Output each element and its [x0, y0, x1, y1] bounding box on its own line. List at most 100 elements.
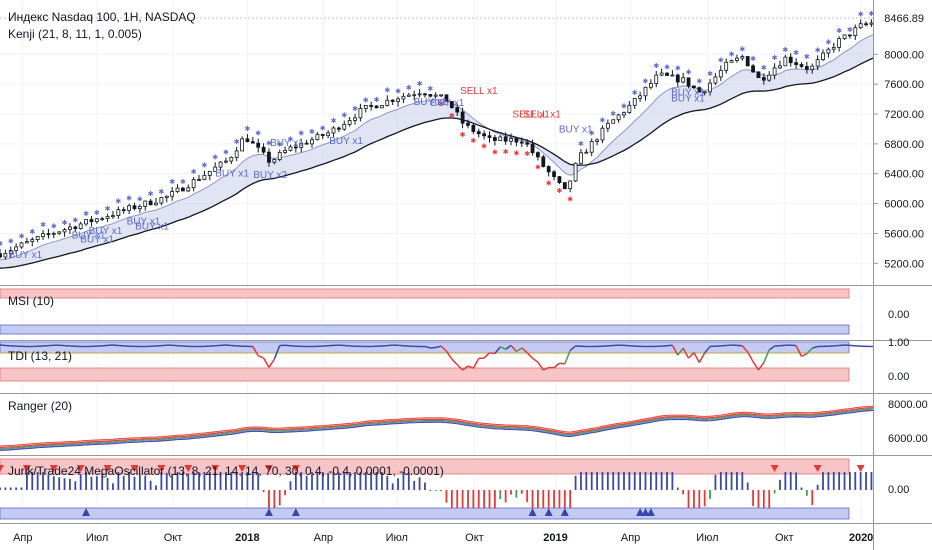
kenji-marker: ✱: [470, 137, 476, 145]
msi-pane[interactable]: [0, 288, 850, 335]
mega-bar: [418, 477, 421, 490]
mega-bar: [547, 490, 550, 508]
mega-bar: [20, 487, 23, 490]
kenji-marker: ✱: [589, 129, 595, 137]
mega-arrows: [0, 465, 865, 516]
kenji-marker: ✱: [126, 195, 132, 203]
time-tick: 2019: [543, 532, 567, 544]
kenji-marker: ✱: [696, 77, 702, 85]
mega-down-arrow: [0, 465, 4, 472]
mega-bar: [214, 472, 217, 490]
candle: [358, 103, 363, 122]
tdi-segment: [801, 352, 808, 358]
ranger-line: [0, 410, 873, 451]
tdi-segment: [510, 344, 517, 353]
mega-bar: [569, 490, 572, 508]
candle: [557, 176, 562, 185]
candle: [611, 119, 616, 124]
candle: [708, 78, 712, 96]
candle: [514, 137, 519, 147]
mega-down-arrow: [76, 465, 85, 472]
mega-bar: [779, 479, 781, 490]
mega-bar: [149, 480, 152, 490]
mega-bar: [424, 482, 426, 490]
mega-bar: [36, 472, 39, 490]
kenji-marker: ✱: [481, 143, 487, 151]
tdi-upper-zone: [0, 341, 850, 354]
mega-bar: [612, 472, 615, 490]
candle: [51, 231, 56, 239]
kenji-marker: ✱: [201, 162, 207, 170]
candle: [148, 198, 153, 206]
candle: [94, 217, 99, 224]
kenji-marker: ✱: [578, 140, 584, 148]
candle: [751, 64, 755, 73]
kenji-marker: ✱: [158, 188, 164, 196]
candle: [154, 197, 158, 206]
time-tick: Июл: [696, 532, 718, 544]
kenji-marker: ✱: [105, 205, 111, 213]
mega-bar: [827, 472, 830, 490]
price-pane[interactable]: ✱ ✱ ✱ ✱ ✱ ✱ ✱ ✱ ✱ ✱ ✱ ✱ ✱ ✱ ✱ ✱ ✱ ✱ ✱ ✱ ✱ ✱ ✱ ✱ ✱ ✱ ✱ ✱ ✱ ✱ ✱ ✱ ✱ ✱ ✱ ✱ ✱ ✱ ✱ ✱…: [0, 6, 885, 269]
mega-bar: [698, 490, 701, 508]
candle: [41, 230, 45, 240]
candle: [589, 138, 594, 157]
candle: [525, 139, 530, 148]
kenji-marker: ✱: [417, 80, 423, 88]
mega-up-arrow: [291, 508, 300, 516]
kenji-marker: ✱: [782, 46, 788, 54]
candle: [428, 94, 433, 98]
kenji-marker: ✱: [858, 10, 864, 18]
mega-bar: [122, 475, 125, 490]
mega-bar: [838, 472, 841, 490]
mega-bar: [375, 472, 378, 490]
tdi-segment: [526, 352, 534, 359]
tdi-segment: [451, 358, 458, 366]
candle: [46, 228, 51, 239]
kenji-marker: ✱: [707, 70, 713, 78]
candle: [482, 130, 487, 140]
tdi-segment: [806, 347, 813, 355]
kenji-marker: ✱: [40, 221, 46, 229]
mega-pane[interactable]: [0, 458, 883, 520]
ranger-pane[interactable]: [0, 405, 882, 451]
time-axis[interactable]: Апр Июл Окт 2018 Апр Июл Окт 2019 Апр Июл Окт 2020: [13, 532, 873, 544]
candle: [439, 94, 443, 98]
ranger-line: [0, 409, 873, 450]
mega-bar: [472, 490, 475, 508]
mega-bar: [876, 472, 878, 490]
candle: [697, 86, 702, 93]
mega-bar: [596, 472, 598, 490]
candle: [729, 59, 734, 63]
mega-bar: [762, 490, 765, 508]
mega-bar: [682, 490, 685, 495]
mega-bar: [644, 472, 647, 490]
candle: [799, 62, 804, 69]
kenji-marker: ✱: [427, 85, 433, 93]
mega-bar: [434, 490, 437, 491]
price-axis[interactable]: 8000.00 7600.00 7200.00 6800.00 6400.00 6000.…: [873, 49, 924, 270]
candle: [546, 165, 551, 177]
mega-down-arrow: [103, 465, 112, 472]
candle: [213, 162, 218, 172]
tdi-segment: [456, 364, 464, 371]
ranger-line: [0, 405, 873, 447]
kenji-marker: ✱: [148, 190, 154, 198]
kenji-marker: ✱: [212, 153, 218, 161]
mega-bar: [407, 472, 410, 490]
tdi-pane[interactable]: [0, 341, 882, 382]
mega-bar: [176, 472, 179, 490]
mega-bar: [504, 490, 507, 503]
candle: [810, 63, 815, 74]
candle: [842, 34, 847, 40]
mega-bar: [337, 472, 340, 490]
mega-bar: [499, 490, 502, 500]
tdi-segment: [747, 351, 754, 363]
mega-bar: [768, 490, 771, 508]
candle: [643, 86, 648, 101]
kenji-legend: Kenji (21, 8, 11, 1, 0.005): [8, 27, 142, 41]
mega-up-arrow: [544, 508, 553, 516]
candle: [616, 113, 621, 123]
candle: [740, 54, 745, 61]
